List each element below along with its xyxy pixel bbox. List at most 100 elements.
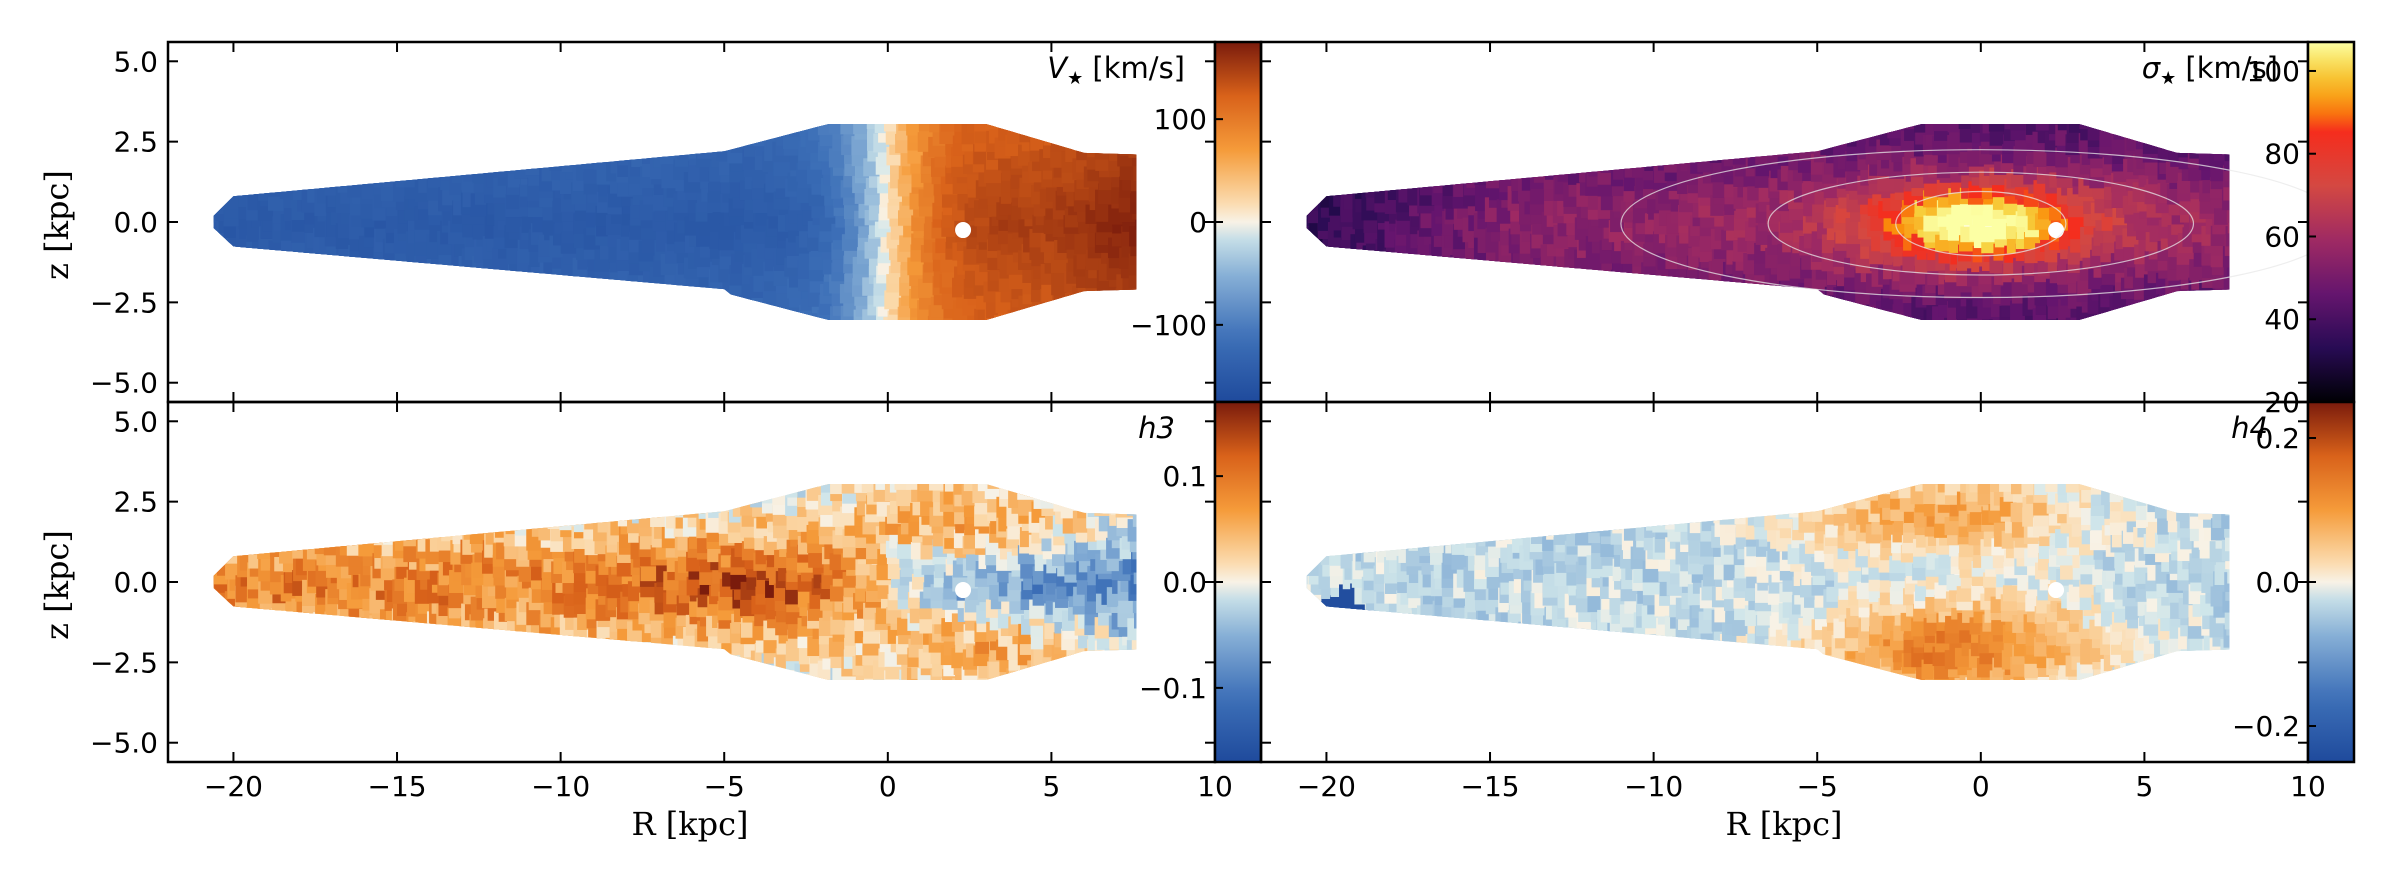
bin-cell <box>435 265 463 292</box>
y-tick-label: 5.0 <box>113 405 158 438</box>
bin-cell <box>575 634 601 659</box>
bin-cell <box>1019 308 1043 321</box>
bin-cell <box>1699 638 1723 663</box>
y-tick-label: 2.5 <box>113 486 158 519</box>
y-tick-label: −5.0 <box>90 367 158 400</box>
bin-cell <box>1944 317 1966 321</box>
bin-cell <box>952 678 975 681</box>
bin-cell <box>2010 679 2032 681</box>
bin-cell <box>1652 274 1678 299</box>
panel-label: σ★ [km/s] <box>2142 51 2278 89</box>
bin-cell <box>2221 290 2230 315</box>
bin-cell <box>1115 494 1137 518</box>
bin-cell <box>1922 322 1944 343</box>
bin-cell <box>1889 587 1908 605</box>
bin-cell <box>2112 667 2136 681</box>
bin-cell <box>856 679 878 681</box>
bin-cell <box>1801 650 1824 674</box>
bin-cell <box>672 647 696 671</box>
bin-cell <box>1017 483 1040 500</box>
bin-cell <box>906 123 927 136</box>
bin-cell <box>1944 483 1966 496</box>
bin-cell <box>2227 213 2230 234</box>
bin-cell <box>900 319 922 321</box>
bin-cell <box>830 318 853 321</box>
bin-cell <box>2226 613 2230 636</box>
colorbar-tick-label: 100 <box>2247 55 2300 88</box>
bin-cell <box>941 190 960 208</box>
y-tick-label: 0.0 <box>113 206 158 239</box>
bin-cell <box>1858 667 1881 681</box>
bin-cell <box>732 656 756 679</box>
bin-cell <box>1127 519 1137 542</box>
bin-cell <box>1585 630 1611 656</box>
bin-cell <box>1668 274 1693 299</box>
masked-bin <box>2048 582 2065 599</box>
bin-cell <box>718 654 742 677</box>
bin-cell <box>851 136 872 156</box>
bin-cell <box>1803 293 1827 317</box>
colorbar-tick-label: −0.2 <box>2232 710 2300 743</box>
bin-cell <box>1040 301 1063 321</box>
bin-cell <box>1786 291 1809 315</box>
bin-cell <box>2227 563 2230 584</box>
bin-cell <box>2078 483 2102 490</box>
bin-cell <box>909 320 930 341</box>
bin-cell <box>1922 483 1944 491</box>
bin-cell <box>1134 607 1137 629</box>
x-tick-label: −10 <box>1624 770 1683 803</box>
bin-cell <box>693 292 717 315</box>
bin-cell <box>864 681 885 702</box>
bin-cell <box>828 123 850 134</box>
bin-cell <box>2179 650 2203 674</box>
bin-cell <box>1923 215 1940 232</box>
bin-cell <box>2226 202 2230 223</box>
bin-cell <box>1040 486 1064 509</box>
bin-cell <box>919 680 940 701</box>
bin-cell <box>595 639 620 664</box>
ylabel-top: z [kpc] <box>38 170 76 280</box>
bin-cell <box>360 618 388 646</box>
bin-cell <box>844 223 862 240</box>
bin-cell <box>381 261 409 289</box>
bin-cell <box>752 303 775 321</box>
bin-cell <box>540 635 565 661</box>
bin-cell <box>1914 678 1937 681</box>
bin-cell <box>1050 129 1074 152</box>
bin-cell <box>1958 123 1980 129</box>
bin-cell <box>1130 574 1137 595</box>
bin-cell <box>595 281 620 306</box>
xlabel-right: R [kpc] <box>1725 805 1842 843</box>
bin-cell <box>538 274 564 299</box>
colorbar-tick-label: −0.1 <box>1139 672 1207 705</box>
bin-cell <box>626 643 650 667</box>
bin-cell <box>964 321 986 343</box>
bin-cell <box>2225 226 2230 247</box>
bin-cell <box>2223 179 2230 201</box>
bin-cell <box>687 287 711 311</box>
colorbar-gradient <box>2306 40 2356 404</box>
panel-bottom-left: −20 −15 −10 −5 0 5 105.02.50.0−2.5−5.0h30.10.0… <box>90 400 1263 803</box>
bin-cell <box>854 322 875 343</box>
bin-cell <box>1754 645 1778 668</box>
bin-cell <box>1770 491 1794 515</box>
bin-cell <box>1877 313 1900 321</box>
bin-cell <box>988 678 1012 681</box>
bin-cell <box>1553 266 1580 292</box>
bin-cell <box>547 504 573 530</box>
y-tick-label: −5.0 <box>90 727 158 760</box>
bin-cell <box>2045 483 2067 492</box>
x-tick-label: −10 <box>531 770 590 803</box>
colorbar-tick-label: 40 <box>2264 303 2300 336</box>
bin-cell <box>1697 281 1722 305</box>
bin-cell <box>2221 505 2230 529</box>
bin-cell <box>2034 483 2056 496</box>
bin-cell <box>224 245 254 275</box>
bin-cell <box>962 680 984 702</box>
ylabel-bottom: z [kpc] <box>38 530 76 640</box>
bin-cell <box>396 619 424 647</box>
bin-cell <box>1676 275 1701 300</box>
bin-cell <box>884 290 904 310</box>
bin-cell <box>1855 483 1878 500</box>
